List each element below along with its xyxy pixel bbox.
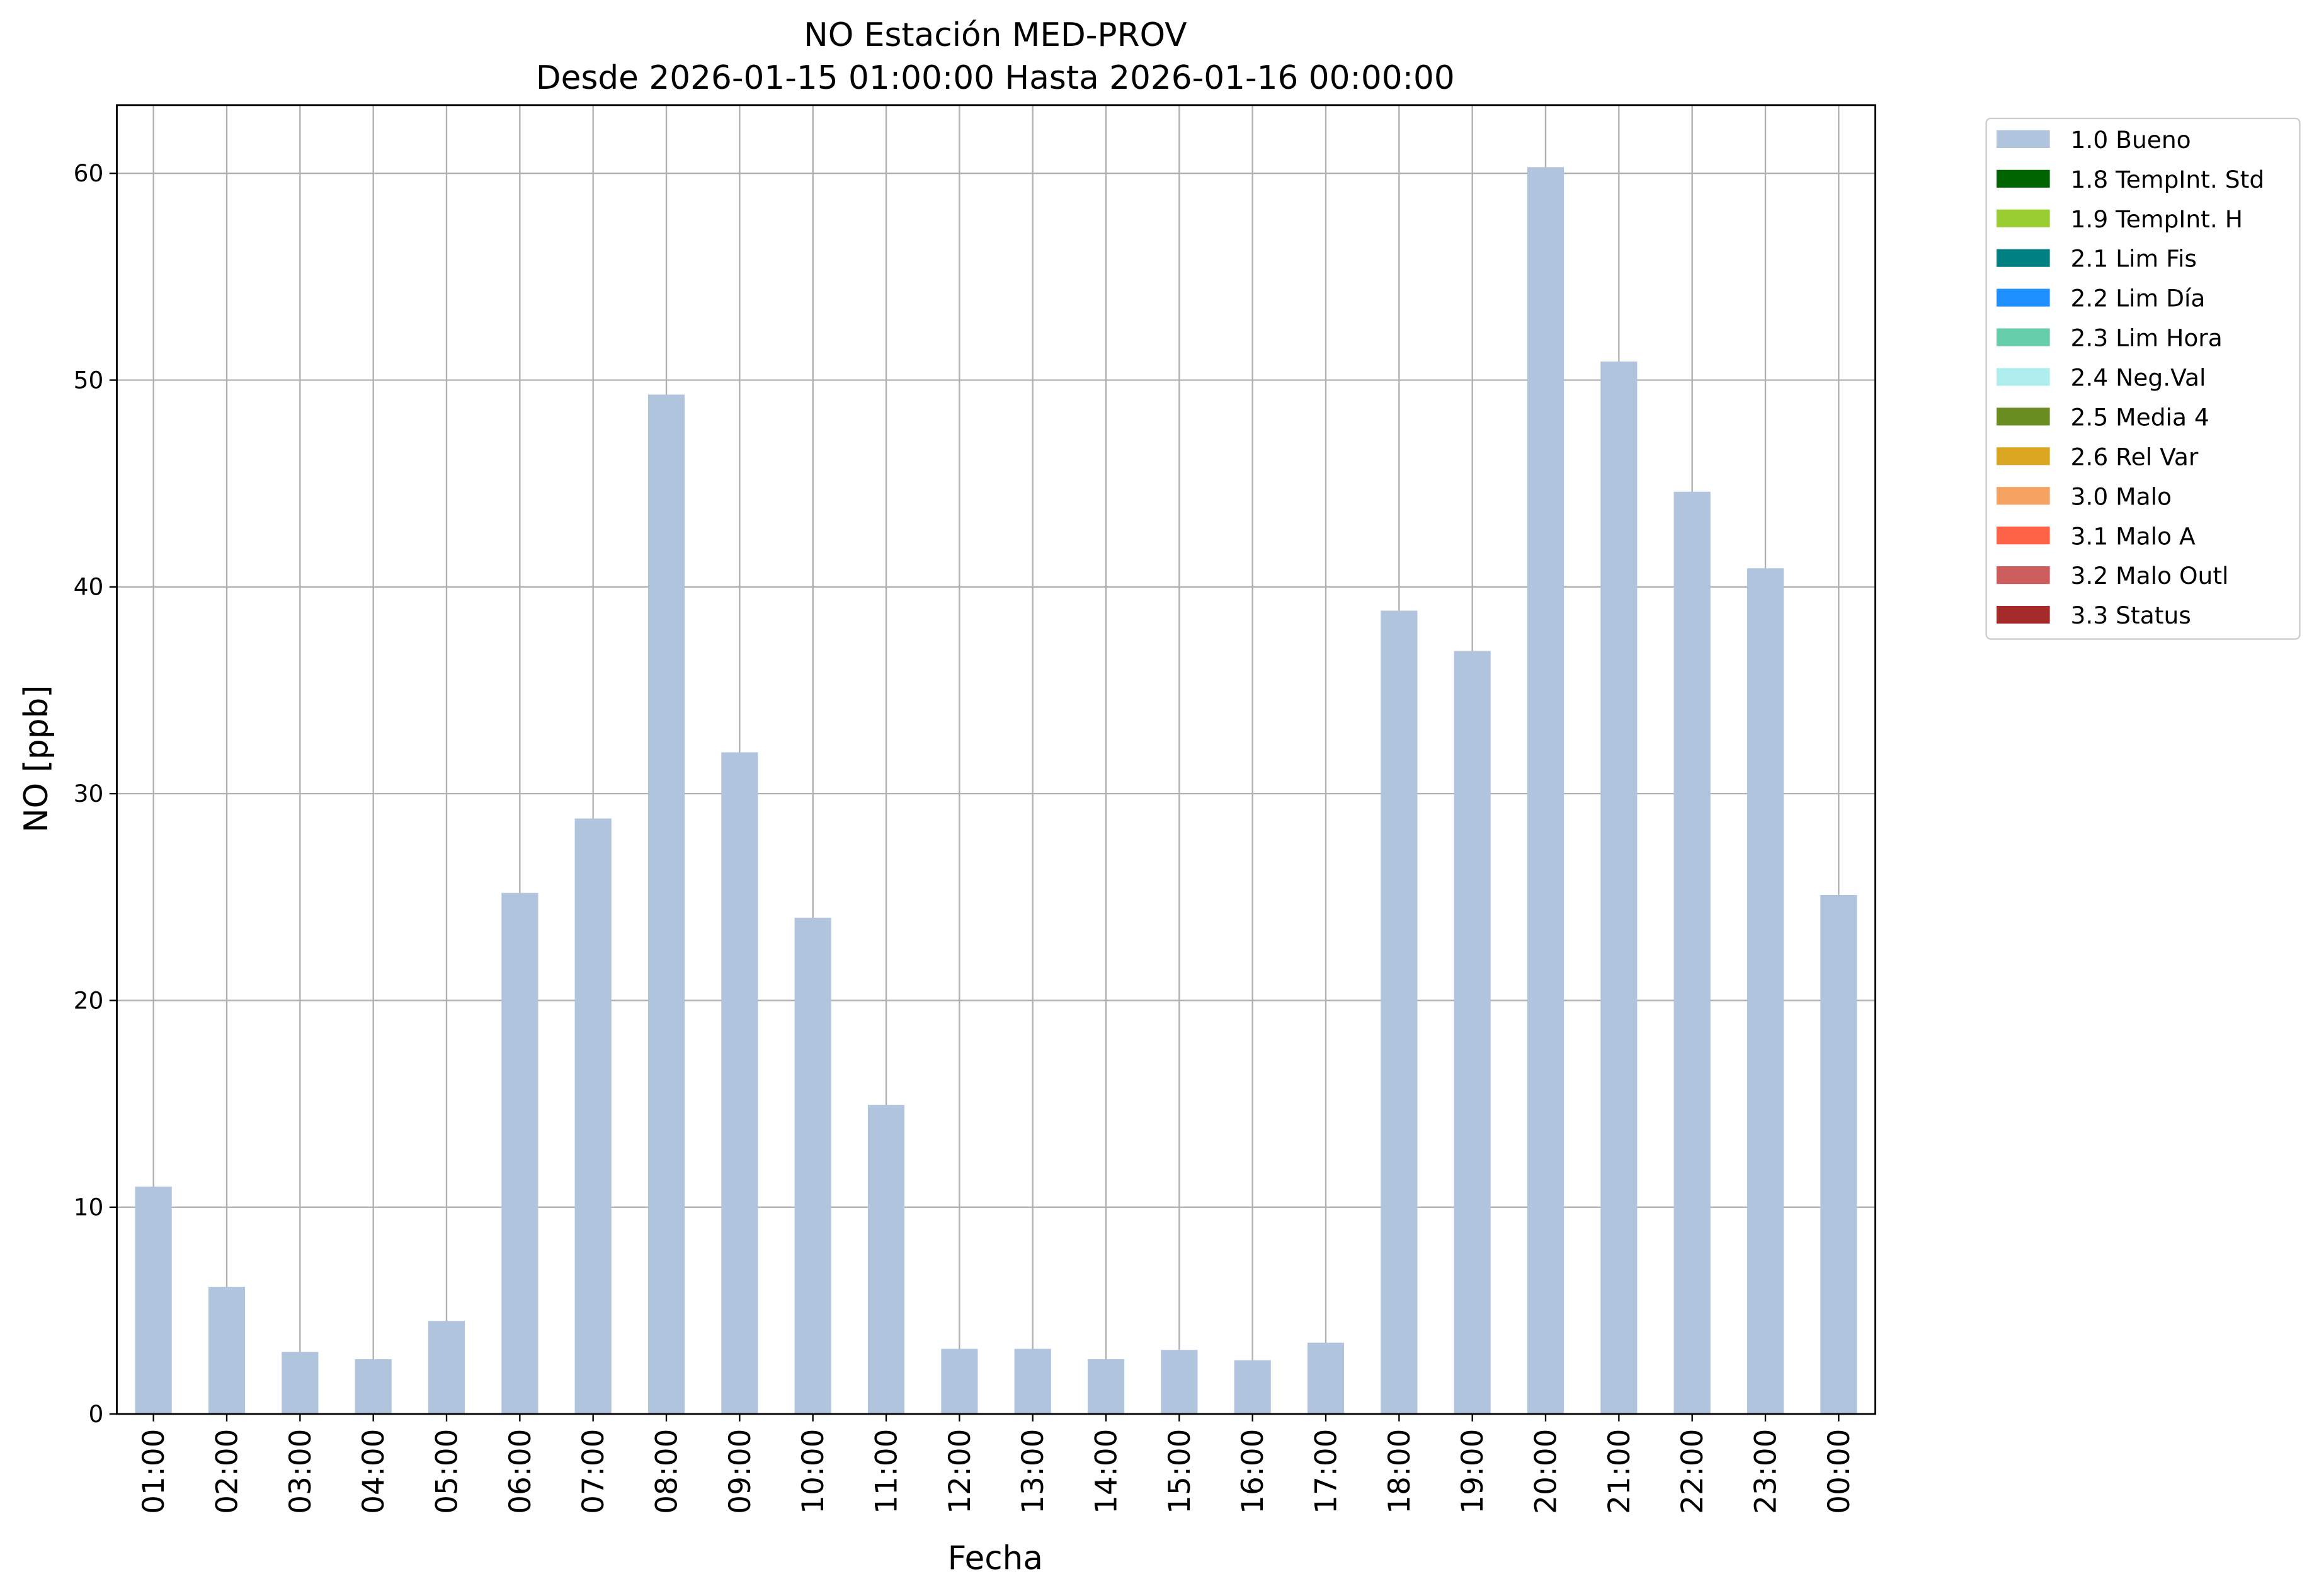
legend-swatch	[1997, 169, 2050, 188]
x-tick-label: 01:00	[137, 1429, 171, 1514]
x-tick-label: 05:00	[430, 1429, 464, 1514]
legend-swatch	[1997, 328, 2050, 346]
legend-label: 3.2 Malo Outl	[2071, 562, 2229, 590]
legend-swatch	[1997, 249, 2050, 267]
bar	[794, 918, 831, 1415]
x-tick-label: 08:00	[649, 1429, 684, 1514]
x-tick-label: 18:00	[1382, 1429, 1417, 1514]
bar	[941, 1348, 978, 1415]
bar	[1673, 491, 1711, 1415]
bar	[1746, 568, 1784, 1415]
legend-swatch	[1997, 408, 2050, 426]
legend-swatch	[1997, 527, 2050, 545]
ticks: 0 10 20 30 40 50 60 01:00 02:00 03:00 04:00 05:00 06…	[74, 159, 1857, 1514]
x-tick-label: 09:00	[723, 1429, 758, 1514]
x-tick-label: 00:00	[1822, 1429, 1857, 1514]
bar	[282, 1352, 319, 1415]
legend-label: 2.6 Rel Var	[2071, 443, 2199, 470]
legend-label: 3.0 Malo	[2071, 482, 2172, 510]
legend-swatch	[1997, 130, 2050, 148]
x-tick-label: 11:00	[869, 1429, 904, 1514]
legend-label: 1.0 Bueno	[2071, 126, 2191, 154]
x-tick-label: 02:00	[210, 1429, 244, 1514]
x-tick-label: 13:00	[1016, 1429, 1051, 1514]
bar	[1381, 610, 1418, 1415]
x-tick-label: 10:00	[796, 1429, 831, 1514]
bar	[721, 752, 758, 1415]
x-axis-label: Fecha	[948, 1540, 1043, 1578]
legend-swatch	[1997, 605, 2050, 624]
x-tick-label: 19:00	[1456, 1429, 1490, 1514]
y-tick-label: 0	[88, 1400, 103, 1428]
bar	[867, 1105, 905, 1415]
legend-label: 2.1 Lim Fis	[2071, 245, 2197, 273]
legend-label: 1.9 TempInt. H	[2071, 205, 2243, 233]
legend-frame	[1985, 117, 2301, 640]
bar	[208, 1287, 246, 1415]
x-tick-label: 22:00	[1675, 1429, 1710, 1514]
x-tick-label: 15:00	[1163, 1429, 1197, 1514]
y-tick-label: 10	[74, 1194, 104, 1221]
legend-swatch	[1997, 487, 2050, 505]
legend-swatch	[1997, 447, 2050, 465]
chart-title: NO Estación MED-PROV	[804, 16, 1187, 54]
x-tick-label: 16:00	[1236, 1429, 1270, 1514]
legend-swatch	[1997, 566, 2050, 584]
y-tick-label: 30	[74, 780, 104, 807]
x-tick-label: 03:00	[283, 1429, 318, 1514]
legend-label: 3.3 Status	[2071, 601, 2191, 629]
x-tick-label: 04:00	[356, 1429, 391, 1514]
legend-swatch	[1997, 209, 2050, 227]
x-tick-label: 17:00	[1309, 1429, 1343, 1514]
bar	[1014, 1348, 1051, 1415]
legend-label: 2.5 Media 4	[2071, 403, 2209, 431]
bar	[1087, 1359, 1125, 1415]
bar	[1161, 1350, 1198, 1415]
y-tick-label: 50	[74, 366, 104, 394]
bar	[428, 1321, 465, 1415]
x-tick-label: 12:00	[943, 1429, 977, 1514]
bar	[355, 1359, 392, 1415]
legend-swatch	[1997, 288, 2050, 307]
legend-label: 2.2 Lim Día	[2071, 285, 2206, 312]
x-tick-label: 23:00	[1748, 1429, 1783, 1514]
legend-label: 2.3 Lim Hora	[2071, 324, 2223, 352]
bar	[1234, 1360, 1271, 1415]
y-tick-label: 60	[74, 159, 104, 187]
bar	[501, 892, 538, 1415]
x-tick-label: 06:00	[503, 1429, 538, 1514]
legend-label: 2.4 Neg.Val	[2071, 364, 2206, 392]
bar	[647, 394, 685, 1415]
x-tick-label: 14:00	[1089, 1429, 1124, 1514]
bar	[1600, 361, 1638, 1415]
y-tick-label: 40	[74, 573, 104, 601]
legend-label: 1.8 TempInt. Std	[2071, 166, 2265, 193]
bar	[135, 1186, 172, 1415]
legend: 1.0 Bueno 1.8 TempInt. Std 1.9 TempInt. H 2…	[1985, 117, 2301, 640]
x-tick-label: 20:00	[1529, 1429, 1563, 1514]
chart-subtitle: Desde 2026-01-15 01:00:00 Hasta 2026-01-…	[536, 59, 1455, 97]
bar	[1454, 651, 1491, 1415]
bar	[1307, 1342, 1345, 1415]
bar	[1820, 894, 1857, 1415]
bars	[135, 167, 1857, 1415]
legend-label: 3.1 Malo A	[2071, 522, 2196, 550]
x-tick-label: 21:00	[1602, 1429, 1637, 1514]
y-axis-label: NO [ppb]	[18, 685, 55, 833]
legend-swatch	[1997, 368, 2050, 386]
x-tick-label: 07:00	[576, 1429, 611, 1514]
y-tick-label: 20	[74, 986, 104, 1014]
plot-frame	[116, 104, 1876, 1415]
bar	[1527, 167, 1564, 1415]
bar	[574, 818, 612, 1415]
